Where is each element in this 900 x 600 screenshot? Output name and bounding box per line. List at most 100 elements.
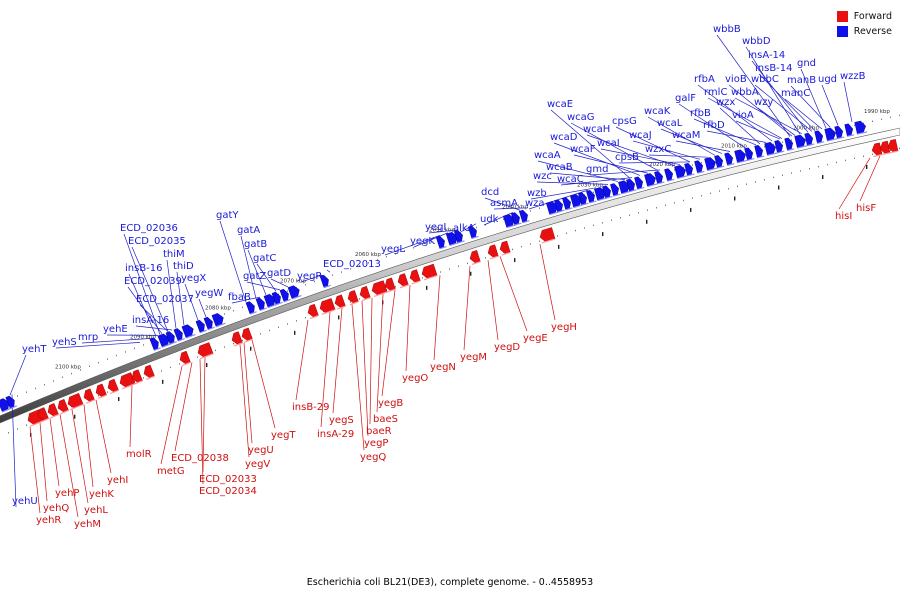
gene-label-insB-14: insB-14: [755, 63, 793, 74]
gene-label-wcaI: wcaI: [597, 138, 620, 149]
gene-label-yegV: yegV: [245, 459, 270, 470]
gene-label-cpsB: cpsB: [615, 152, 639, 163]
minor-tick: [467, 262, 468, 265]
minor-tick: [287, 323, 288, 325]
gene-arrow: [754, 144, 765, 159]
gene-arrow: [764, 142, 778, 156]
minor-tick: [368, 262, 369, 264]
minor-tick: [800, 170, 801, 172]
minor-tick: [503, 218, 504, 220]
minor-tick: [17, 428, 18, 430]
map-caption: Escherichia coli BL21(DE3), complete gen…: [306, 577, 594, 588]
gene-arrow: [510, 212, 522, 226]
gene-arrow: [794, 134, 808, 149]
leader-line: [39, 422, 48, 502]
leader-line: [707, 97, 783, 139]
gene-label-dcd: dcd: [481, 187, 499, 198]
minor-tick: [71, 372, 72, 375]
gene-label-ECD_02038: ECD_02038: [171, 453, 229, 464]
gene-arrow: [887, 139, 899, 154]
scale-tick-label: 2090 kbp: [130, 334, 156, 340]
gene-label-wbbB: wbbB: [713, 24, 741, 35]
gene-label-thiM: thiM: [163, 249, 185, 260]
gene-label-molR: molR: [126, 449, 152, 460]
major-tick: [646, 219, 648, 224]
major-tick: [162, 379, 164, 384]
gene-label-ECD_02037: ECD_02037: [136, 294, 194, 305]
minor-tick: [350, 301, 351, 303]
gene-label-yehP: yehP: [55, 488, 79, 499]
gene-label-yehR: yehR: [36, 515, 61, 526]
gene-label-gatA: gatA: [237, 225, 260, 236]
major-tick: [294, 330, 296, 335]
minor-tick: [242, 339, 243, 342]
gene-label-manC: manC: [781, 88, 810, 99]
gene-arrow: [824, 127, 838, 142]
minor-tick: [359, 265, 360, 267]
major-tick: [866, 164, 868, 169]
gene-label-wzx: wzx: [716, 97, 735, 108]
minor-tick: [530, 243, 531, 245]
minor-tick: [458, 265, 459, 267]
gene-arrow: [245, 301, 257, 315]
gene-arrow: [804, 132, 815, 147]
leader-line: [129, 385, 133, 448]
gene-arrow: [844, 123, 855, 137]
gene-label-wcaH: wcaH: [583, 124, 610, 135]
minor-tick: [791, 139, 792, 141]
minor-tick: [881, 118, 882, 121]
gene-label-gnd: gnd: [797, 58, 816, 69]
legend-reverse-label: Reverse: [853, 26, 892, 37]
leader-line: [487, 260, 499, 341]
gene-arrow: [37, 407, 49, 423]
leader-line: [55, 342, 141, 349]
leader-line: [332, 307, 343, 414]
minor-tick: [17, 395, 18, 397]
gene-label-wcaJ: wcaJ: [629, 130, 652, 141]
gene-arrow: [347, 290, 359, 306]
minor-tick: [710, 192, 711, 195]
gene-arrow: [499, 240, 511, 256]
minor-tick: [773, 176, 774, 179]
gene-arrow: [67, 393, 84, 411]
gene-arrow: [107, 378, 119, 395]
leader-line: [176, 271, 185, 326]
leader-line: [160, 366, 183, 465]
gene-label-wcaM: wcaM: [672, 130, 700, 141]
minor-tick: [593, 224, 594, 227]
leader-line: [231, 296, 261, 304]
gene-arrow: [384, 277, 396, 293]
genome-backbone: [0, 127, 900, 424]
gene-arrow: [610, 183, 621, 197]
minor-tick: [431, 241, 432, 243]
leader-line: [29, 426, 41, 514]
gene-label-asmA: asmA: [490, 198, 518, 209]
gene-arrow: [467, 225, 479, 240]
gene-label-alkA: alkA: [453, 223, 475, 234]
leader-line: [243, 342, 253, 444]
minor-tick: [494, 221, 495, 223]
gene-arrow: [409, 269, 421, 285]
gene-arrow: [694, 160, 705, 174]
major-tick: [778, 185, 780, 190]
scale-tick-labels: 1990 kbp 2000 kbp 2010 kbp 2020 kbp 2030 kbp…: [55, 109, 890, 370]
minor-tick: [863, 122, 864, 125]
minor-tick: [98, 362, 99, 364]
gene-arrow: [634, 176, 645, 190]
gene-label-fbaB: fbaB: [228, 292, 251, 303]
gene-label-insA-14: insA-14: [748, 50, 785, 61]
gene-arrow: [319, 298, 336, 315]
gene-label-wzb: wzb: [527, 188, 547, 199]
gene-label-vioB: vioB: [725, 74, 747, 85]
leader-line: [369, 297, 373, 425]
scale-tick-label: 1990 kbp: [864, 109, 890, 115]
gene-arrow: [814, 130, 825, 144]
gene-arrow: [421, 263, 438, 281]
gene-arrow: [554, 199, 565, 213]
leader-line: [131, 246, 169, 332]
minor-tick: [224, 346, 225, 348]
leader-line: [166, 259, 177, 329]
minor-tick: [44, 383, 45, 386]
gene-label-wcaK: wcaK: [644, 106, 671, 117]
leader-line: [59, 414, 79, 518]
